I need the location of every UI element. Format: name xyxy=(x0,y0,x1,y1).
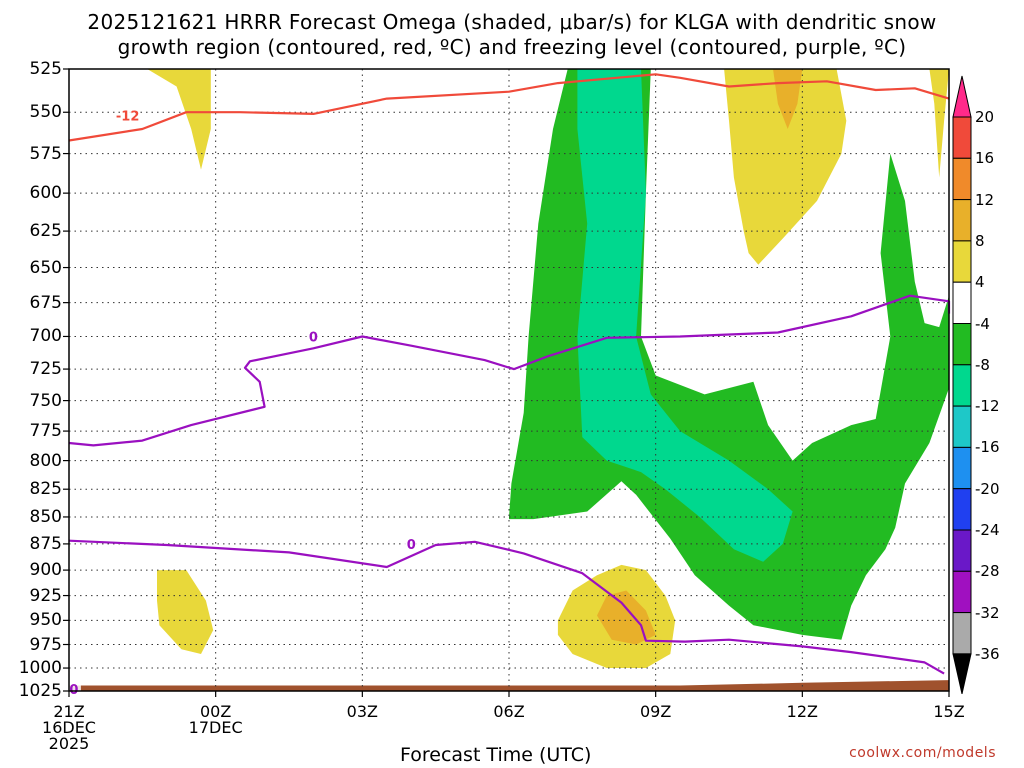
colorbar-segment xyxy=(952,323,972,366)
chart-title-line-1: 2025121621 HRRR Forecast Omega (shaded, … xyxy=(87,10,937,34)
colorbar xyxy=(952,75,972,695)
y-tick-label: 675 xyxy=(29,292,62,313)
y-tick-label: 800 xyxy=(29,450,62,471)
contour-line-1 xyxy=(68,294,951,447)
x-tick-label: 12Z xyxy=(786,702,818,721)
x-tick-sublabel: 17DEC xyxy=(188,718,243,737)
y-tick-label: 575 xyxy=(29,143,62,164)
contour-label: 0 xyxy=(309,330,318,345)
colorbar-tick-label: 12 xyxy=(975,190,995,209)
y-tick-label: 700 xyxy=(29,326,62,347)
x-tick-label: 15Z xyxy=(933,702,965,721)
y-tick-label: 550 xyxy=(29,102,62,123)
shaded-region-2-1 xyxy=(724,69,847,265)
y-tick-label: 1025 xyxy=(18,681,62,701)
colorbar-segment xyxy=(952,405,972,448)
x-tick-label: 03Z xyxy=(346,702,378,721)
x-tick-sublabel: 2025 xyxy=(48,734,90,753)
y-tick-label: 725 xyxy=(29,359,62,380)
y-tick-label: 925 xyxy=(29,585,62,606)
y-tick-label: 650 xyxy=(29,257,62,278)
contour-line-0 xyxy=(68,73,950,142)
y-tick-label: 950 xyxy=(29,610,62,631)
contour-line-2 xyxy=(68,539,945,675)
colorbar-segment xyxy=(952,488,972,531)
colorbar-tick-label: 8 xyxy=(975,231,985,250)
shaded-region-2-3 xyxy=(157,570,214,654)
contour-label-bg xyxy=(306,328,321,344)
contour-label: -12 xyxy=(116,110,140,125)
colorbar-tick-label: -20 xyxy=(975,479,1000,498)
colorbar-bottom-arrow xyxy=(952,653,972,695)
colorbar-segment xyxy=(952,116,972,159)
y-tick-label: 975 xyxy=(29,634,62,655)
y-tick-label: 875 xyxy=(29,533,62,554)
y-tick-label: 775 xyxy=(29,421,62,442)
y-tick-label: 600 xyxy=(29,183,62,204)
credit-link[interactable]: coolwx.com/models xyxy=(849,745,996,761)
axis-ticks xyxy=(63,68,950,697)
colorbar-tick-label: -8 xyxy=(975,355,990,374)
colorbar-tick-label: 20 xyxy=(975,108,995,126)
colorbar-segment xyxy=(952,570,972,614)
colorbar-tick-label: -28 xyxy=(975,562,1000,581)
y-tick-label: 525 xyxy=(29,59,62,79)
colorbar-tick-label: -12 xyxy=(975,397,1000,416)
colorbar-tick-label: 16 xyxy=(975,149,995,168)
colorbar-top-arrow xyxy=(952,75,972,118)
y-tick-label: 900 xyxy=(29,560,62,581)
x-tick-label: 21Z xyxy=(53,702,85,721)
y-tick-label: 825 xyxy=(29,479,62,500)
colorbar-segment xyxy=(952,446,972,490)
colorbar-tick-label: -24 xyxy=(975,521,1000,539)
shaded-region-2-0 xyxy=(147,69,211,170)
x-tick-label: 06Z xyxy=(493,702,525,721)
x-tick-label: 00Z xyxy=(199,702,232,721)
colorbar-tick-label: 4 xyxy=(975,273,985,292)
colorbar-tick-label: -32 xyxy=(975,603,1000,622)
colorbar-segment xyxy=(952,157,972,201)
shaded-region-3-1 xyxy=(597,590,656,645)
contour-label-bg xyxy=(66,681,81,697)
colorbar-tick-label: -36 xyxy=(975,644,1000,663)
y-tick-label: 850 xyxy=(29,506,62,527)
contour-label: 0 xyxy=(407,538,416,553)
y-tick-label: 625 xyxy=(29,221,62,242)
colorbar-tick-label: -16 xyxy=(975,438,1000,457)
y-tick-label: 1000 xyxy=(18,658,62,679)
colorbar-segment xyxy=(952,529,972,572)
shaded-region-1-0 xyxy=(577,69,793,562)
colorbar-segment xyxy=(952,364,972,407)
x-axis-label: Forecast Time (UTC) xyxy=(400,744,592,766)
x-tick-sublabel: 16DEC xyxy=(42,718,96,737)
colorbar-tick-label: -4 xyxy=(975,314,990,333)
colorbar-segment xyxy=(952,199,972,242)
omega-shading-layer xyxy=(69,69,949,691)
contour-label-bg xyxy=(120,107,135,123)
x-tick-label: 09Z xyxy=(639,702,672,721)
y-tick-label: 750 xyxy=(29,390,62,411)
colorbar-segment xyxy=(952,281,972,325)
gridlines xyxy=(69,69,949,691)
contour-label-bg xyxy=(404,535,419,551)
colorbar-segment xyxy=(952,612,972,655)
colorbar-segment xyxy=(952,240,972,283)
chart-title-line-2: growth region (contoured, red, ºC) and f… xyxy=(117,35,907,59)
